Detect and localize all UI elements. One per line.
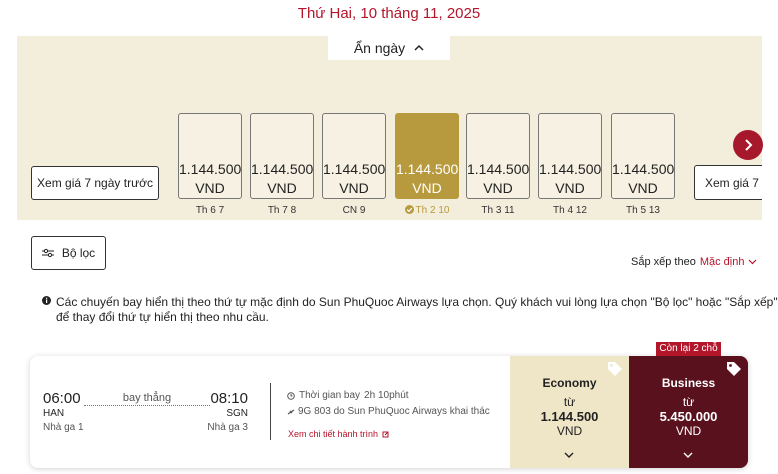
day-price: 1.144.500 — [467, 161, 530, 177]
day-price: 1.144.500 — [396, 161, 459, 177]
day-card[interactable]: 1.144.500 VND — [611, 113, 675, 199]
sort: Sắp xếp theo Mặc định — [631, 256, 757, 268]
arrival-terminal: Nhà ga 3 — [207, 422, 248, 433]
day-currency: VND — [412, 180, 442, 196]
day-label: Th 6 7 — [195, 205, 225, 216]
next-week-clip: Xem giá 7 ngày sau — [694, 165, 762, 200]
duration: Thời gian bay 2h 10phút — [287, 390, 409, 401]
date-header: Thứ Hai, 10 tháng 11, 2025 — [297, 5, 481, 22]
stops: bay thẳng — [122, 392, 172, 404]
departure-terminal: Nhà ga 1 — [43, 422, 84, 433]
external-icon — [382, 431, 389, 437]
day-label: Th 5 13 — [626, 205, 660, 216]
fare-chevron — [683, 452, 693, 458]
prev-week-button[interactable]: Xem giá 7 ngày trước — [31, 166, 159, 200]
day-label: Th 7 8 — [267, 205, 297, 216]
next-week-button[interactable]: Xem giá 7 ngày sau — [694, 165, 762, 200]
fare-currency: VND — [675, 424, 702, 438]
day-label: Th 4 12 — [553, 205, 587, 216]
day-card[interactable]: 1.144.500 VND — [322, 113, 386, 199]
sort-label: Sắp xếp theo — [631, 256, 696, 268]
filter-icon — [41, 248, 54, 258]
duration-label: Thời gian bay — [299, 390, 361, 401]
sort-value[interactable]: Mặc định — [699, 256, 745, 268]
tag-icon — [727, 362, 741, 376]
fare-business[interactable]: Business từ 5.450.000 VND — [629, 356, 748, 468]
fare-price: 1.144.500 — [540, 409, 599, 424]
notice-line: để thay đổi thứ tự hiển thị theo nhu cầu… — [56, 310, 269, 324]
fare-price: 5.450.000 — [659, 409, 718, 424]
day-currency: VND — [195, 180, 225, 196]
day-label: CN 9 — [342, 205, 366, 216]
day-label-row: Th 6 7 — [178, 205, 242, 216]
notice: Các chuyến bay hiển thị theo thứ tự mặc … — [56, 295, 778, 325]
toggle-dates[interactable]: Ẩn ngày — [328, 36, 450, 60]
toggle-label: Ẩn ngày — [353, 40, 406, 56]
chevron — [749, 259, 757, 265]
tag-icon — [608, 362, 622, 376]
caret-up — [414, 44, 424, 51]
day-currency: VND — [267, 180, 297, 196]
day-label-row: Th 7 8 — [250, 205, 314, 216]
day-label-row: Th 2 10 — [395, 205, 459, 216]
fare-currency: VND — [556, 424, 583, 438]
operator: 9G 803 do Sun PhuQuoc Airways khai thác — [287, 406, 490, 417]
day-label: Th 2 10 — [415, 205, 450, 216]
fare-economy[interactable]: Economy từ 1.144.500 VND — [510, 356, 629, 468]
info-icon — [42, 296, 51, 305]
divider — [270, 383, 271, 440]
day-currency: VND — [555, 180, 585, 196]
arrival-airport: SGN — [226, 408, 248, 419]
clock-icon — [287, 391, 295, 400]
notice-line: Các chuyến bay hiển thị theo thứ tự mặc … — [56, 295, 778, 309]
day-label-row: Th 5 13 — [611, 205, 675, 216]
day-card[interactable]: 1.144.500 VND — [250, 113, 314, 199]
day-card[interactable]: 1.144.500 VND — [538, 113, 602, 199]
details-link[interactable]: Xem chi tiết hành trình — [288, 429, 389, 439]
route-line — [84, 405, 210, 406]
day-price: 1.144.500 — [539, 161, 602, 177]
fare-from: từ — [682, 395, 695, 409]
day-price: 1.144.500 — [323, 161, 386, 177]
arrival-time: 08:10 — [210, 390, 248, 407]
day-label-row: Th 3 11 — [466, 205, 530, 216]
day-price: 1.144.500 — [179, 161, 242, 177]
departure-airport: HAN — [43, 408, 65, 419]
day-price: 1.144.500 — [251, 161, 314, 177]
fare-class: Economy — [542, 376, 597, 390]
arrow-icon — [745, 139, 753, 151]
day-currency: VND — [339, 180, 369, 196]
fare-from: từ — [563, 395, 576, 409]
filter-button[interactable]: Bộ lọc — [31, 236, 106, 270]
day-card[interactable]: 1.144.500 VND — [395, 113, 459, 199]
check-icon — [404, 205, 416, 216]
day-label: Th 3 11 — [481, 205, 515, 216]
plane-icon — [287, 408, 295, 415]
day-card[interactable]: 1.144.500 VND — [178, 113, 242, 199]
day-card[interactable]: 1.144.500 VND — [466, 113, 530, 199]
day-currency: VND — [483, 180, 513, 196]
day-currency: VND — [628, 180, 658, 196]
fare-class: Business — [661, 376, 716, 390]
filter-label: Bộ lọc — [61, 246, 96, 260]
day-price: 1.144.500 — [612, 161, 675, 177]
departure-time: 06:00 — [43, 390, 81, 407]
next-arrow[interactable] — [733, 130, 763, 160]
duration-value: 2h 10phút — [364, 390, 409, 401]
day-label-row: Th 4 12 — [538, 205, 602, 216]
day-label-row: CN 9 — [322, 205, 386, 216]
fare-chevron — [564, 452, 574, 458]
operator-text: 9G 803 do Sun PhuQuoc Airways khai thác — [298, 406, 490, 417]
details-text: Xem chi tiết hành trình — [288, 429, 379, 439]
seats-badge: Còn lại 2 chỗ — [656, 342, 721, 356]
